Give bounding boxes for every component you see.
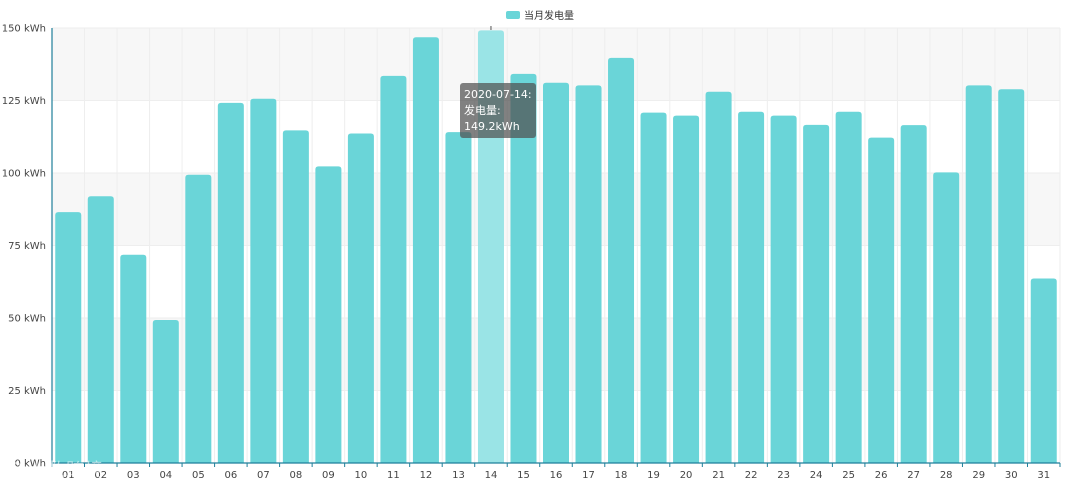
bar-23[interactable]	[770, 115, 797, 463]
bar-14[interactable]	[477, 30, 504, 463]
bar-16[interactable]	[542, 82, 570, 463]
x-tick-labels: 01 02 03 04 05 06 07 08 09 10 11 12 13 14 15 16 17 18 19 20…	[62, 470, 1050, 481]
watermark-logo-icon	[6, 462, 24, 480]
bars	[55, 30, 1057, 464]
x-tick-label: 14	[485, 470, 498, 481]
bar-07[interactable]	[250, 98, 277, 463]
x-tick-label: 01	[62, 470, 75, 481]
x-tick-label: 30	[1005, 470, 1018, 481]
bar-12[interactable]	[412, 37, 439, 463]
y-tick-label: 50 kWh	[8, 314, 46, 325]
bar-28[interactable]	[933, 172, 960, 464]
y-tick-label: 0 kWh	[14, 459, 46, 470]
bar-08[interactable]	[282, 130, 309, 463]
x-tick-label: 27	[907, 470, 920, 481]
x-tick-label: 16	[550, 470, 563, 481]
x-tick-label: 08	[290, 470, 303, 481]
x-tick-label: 03	[127, 470, 140, 481]
bar-29[interactable]	[965, 85, 992, 464]
x-tick-label: 28	[940, 470, 953, 481]
bar-13[interactable]	[445, 132, 472, 464]
x-tick-label: 10	[355, 470, 368, 481]
bar-17[interactable]	[575, 85, 602, 464]
x-tick-label: 25	[842, 470, 855, 481]
bar-01[interactable]	[55, 212, 82, 463]
x-tick-label: 19	[647, 470, 660, 481]
bar-30[interactable]	[998, 89, 1025, 463]
x-tick-label: 13	[452, 470, 465, 481]
bar-25[interactable]	[835, 111, 862, 463]
bar-09[interactable]	[315, 166, 342, 463]
x-tick-label: 12	[420, 470, 433, 481]
tooltip: 2020-07-14: 发电量: 149.2kWh	[460, 83, 536, 138]
x-tick-label: 31	[1037, 470, 1050, 481]
x-tick-label: 05	[192, 470, 205, 481]
bar-02[interactable]	[87, 196, 114, 463]
x-tick-label: 21	[712, 470, 725, 481]
bar-24[interactable]	[803, 124, 830, 464]
bar-27[interactable]	[900, 125, 927, 464]
watermark: 大数跨境	[6, 456, 104, 482]
x-tick-label: 06	[224, 470, 237, 481]
bar-26[interactable]	[868, 137, 895, 463]
x-tick-label: 11	[387, 470, 400, 481]
bar-19[interactable]	[640, 112, 667, 464]
bar-21[interactable]	[705, 91, 732, 464]
bar-04[interactable]	[152, 320, 179, 463]
y-tick-labels: 0 kWh 25 kWh 50 kWh 75 kWh 100 kWh 125 kWh 150…	[2, 24, 46, 470]
bar-05[interactable]	[185, 174, 212, 464]
x-tick-label: 18	[615, 470, 628, 481]
bar-18[interactable]	[608, 57, 635, 464]
bar-31[interactable]	[1030, 278, 1057, 463]
y-tick-label: 100 kWh	[2, 169, 46, 180]
x-tick-label: 26	[875, 470, 888, 481]
legend-swatch	[506, 10, 520, 19]
x-tick-label: 04	[159, 470, 172, 481]
x-tick-label: 07	[257, 470, 270, 481]
x-tick-label: 20	[680, 470, 693, 481]
x-tick-label: 09	[322, 470, 335, 481]
y-tick-label: 75 kWh	[8, 241, 46, 252]
y-tick-label: 125 kWh	[2, 96, 46, 107]
x-tick-label: 24	[810, 470, 823, 481]
legend-label: 当月发电量	[524, 11, 574, 22]
bar-11[interactable]	[380, 75, 407, 463]
x-tick-label: 17	[582, 470, 595, 481]
y-tick-label: 150 kWh	[2, 24, 46, 35]
x-tick-label: 23	[777, 470, 790, 481]
bar-03[interactable]	[120, 254, 147, 463]
tooltip-value: 149.2kWh	[464, 120, 520, 133]
x-tick-label: 29	[972, 470, 985, 481]
x-tick-label: 22	[745, 470, 758, 481]
bar-06[interactable]	[217, 102, 244, 463]
axes	[51, 26, 1061, 467]
x-tick-label: 15	[517, 470, 530, 481]
bar-20[interactable]	[673, 115, 700, 463]
watermark-text: 大数跨境	[28, 460, 104, 481]
tooltip-date: 2020-07-14:	[464, 88, 532, 101]
bar-15[interactable]	[510, 73, 537, 463]
bar-22[interactable]	[738, 111, 765, 463]
x-tick-label: 02	[94, 470, 107, 481]
legend[interactable]: 当月发电量	[0, 7, 1080, 22]
y-tick-label: 25 kWh	[8, 386, 46, 397]
tooltip-series: 发电量:	[464, 104, 501, 117]
bar-10[interactable]	[347, 133, 374, 463]
